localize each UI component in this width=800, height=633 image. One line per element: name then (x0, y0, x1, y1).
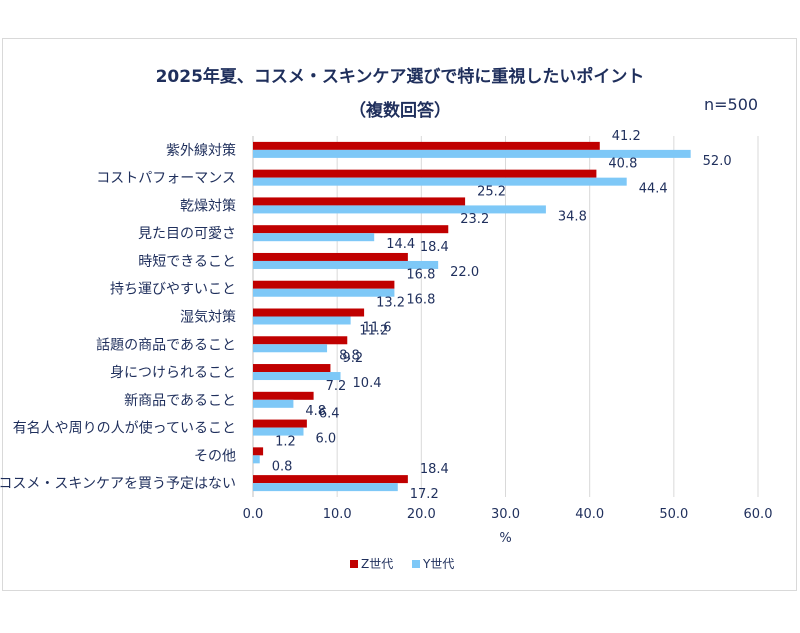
bar-z-generation (253, 280, 395, 289)
x-tick-label: 20.0 (407, 507, 436, 522)
bar-y-generation (253, 455, 260, 464)
legend-label: Z世代 (361, 557, 393, 571)
bar-z-generation (253, 225, 449, 234)
data-label: 13.2 (376, 296, 405, 311)
bar-y-generation (253, 177, 627, 186)
x-tick-label: 40.0 (575, 507, 604, 522)
category-label: 話題の商品であること (96, 336, 236, 353)
data-label: 17.2 (410, 487, 439, 502)
x-tick-label: 0.0 (243, 507, 264, 522)
bar-z-generation (253, 141, 600, 150)
data-label: 16.8 (406, 268, 435, 283)
bar-y-generation (253, 344, 328, 353)
data-label: 9.2 (342, 351, 363, 366)
bar-y-generation (253, 427, 304, 436)
bar-z-generation (253, 308, 365, 317)
data-label: 40.8 (608, 157, 637, 172)
data-label: 25.2 (477, 184, 506, 199)
data-label: 11.6 (363, 321, 392, 336)
chart-title: 2025年夏、コスメ・スキンケア選びで特に重視したいポイント (155, 67, 645, 87)
category-label: 時短できること (138, 254, 236, 270)
bar-z-generation (253, 336, 348, 345)
bar-y-generation (253, 149, 691, 158)
bar-z-generation (253, 364, 331, 373)
data-label: 8.8 (339, 348, 360, 363)
bar-z-generation (253, 197, 466, 206)
category-label: その他 (194, 448, 236, 464)
data-label: 34.8 (558, 209, 587, 224)
data-label: 10.4 (353, 376, 382, 391)
data-label: 0.8 (272, 459, 293, 474)
chart-subtitle: （複数回答） (349, 101, 451, 121)
category-label: 乾燥対策 (180, 197, 236, 214)
legend-swatch-z (350, 560, 358, 568)
category-label: 新商品であること (124, 393, 236, 409)
category-label: 身につけられること (110, 365, 236, 381)
data-label: 18.4 (420, 240, 449, 255)
sample-size-label: n=500 (704, 95, 759, 114)
data-label: 14.4 (386, 237, 415, 252)
x-tick-label: 60.0 (744, 507, 773, 522)
bar-y-generation (253, 233, 375, 242)
category-label: 見た目の可愛さ (138, 226, 236, 242)
data-label: 18.4 (420, 462, 449, 477)
bar-y-generation (253, 316, 351, 325)
bar-z-generation (253, 391, 314, 400)
category-label: 湿気対策 (180, 309, 236, 326)
category-label: 持ち運びやすいこと (110, 282, 236, 298)
data-label: 6.0 (316, 432, 337, 447)
legend-label: Y世代 (422, 557, 454, 571)
category-label: 有名人や周りの人が使っていること (13, 420, 236, 437)
data-label: 52.0 (703, 154, 732, 169)
bar-y-generation (253, 483, 398, 492)
data-label: 22.0 (450, 265, 479, 280)
data-label: 7.2 (326, 379, 347, 394)
bar-z-generation (253, 475, 408, 484)
data-label: 41.2 (612, 129, 641, 144)
bar-y-generation (253, 372, 341, 381)
bar-y-generation (253, 399, 294, 408)
legend-swatch-y (412, 560, 420, 568)
data-label: 23.2 (460, 212, 489, 227)
category-label: コストパフォーマンス (96, 171, 236, 187)
bar-z-generation (253, 169, 597, 178)
bar-y-generation (253, 288, 395, 297)
bar-z-generation (253, 419, 307, 428)
x-tick-label: 30.0 (491, 507, 520, 522)
data-label: 16.8 (406, 293, 435, 308)
x-axis-label: % (499, 531, 511, 546)
x-tick-label: 10.0 (323, 507, 352, 522)
data-label: 11.2 (359, 323, 388, 338)
category-label: 紫外線対策 (166, 142, 236, 159)
data-label: 4.8 (305, 404, 326, 419)
data-label: 6.4 (319, 407, 340, 422)
bar-y-generation (253, 260, 439, 269)
chart-frame (2, 38, 797, 591)
bar-y-generation (253, 205, 546, 214)
data-label: 44.4 (639, 182, 668, 197)
category-label: コスメ・スキンケアを買う予定はない (0, 476, 236, 492)
bar-z-generation (253, 447, 264, 456)
x-tick-label: 50.0 (659, 507, 688, 522)
data-label: 1.2 (275, 434, 296, 449)
bar-z-generation (253, 252, 408, 261)
